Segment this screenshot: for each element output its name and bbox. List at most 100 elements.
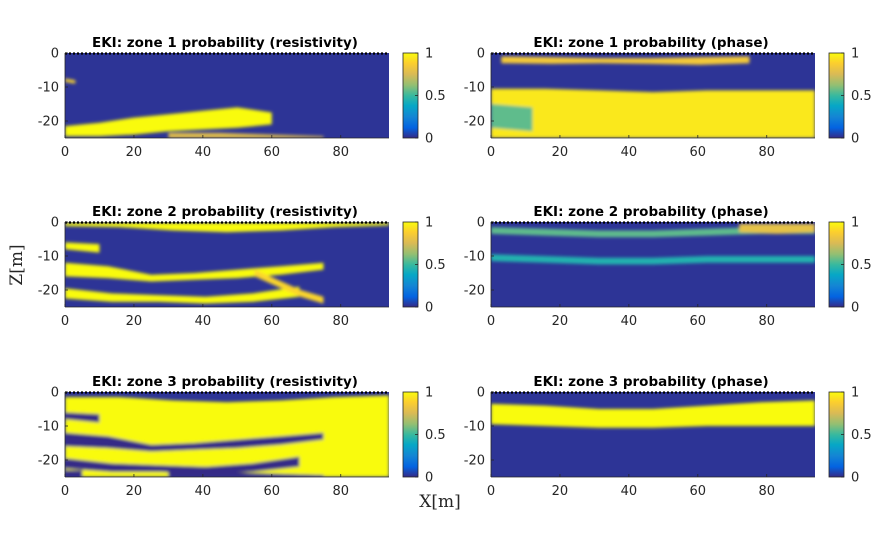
x-tick-label: 0 — [61, 314, 69, 329]
heatmap-area — [65, 222, 389, 307]
x-tick-label: 80 — [332, 314, 349, 329]
x-tick-label: 60 — [264, 484, 281, 499]
probability-region-2 — [65, 412, 100, 423]
colorbar-tick-label: 0.5 — [851, 258, 872, 273]
heatmap-panel-6: EKI: zone 3 probability (phase) 0 20 40 60 80… — [464, 374, 872, 499]
x-tick-label: 40 — [195, 484, 212, 499]
probability-region-1 — [491, 400, 815, 428]
probability-region-1 — [491, 227, 815, 238]
colorbar-tick-label: 0 — [425, 132, 433, 147]
panel-title: EKI: zone 2 probability (resistivity) — [92, 204, 358, 220]
heatmap-area — [491, 222, 815, 307]
y-tick-label: 0 — [477, 386, 485, 401]
probability-region-3 — [491, 104, 533, 132]
probability-region-1 — [65, 222, 389, 233]
panel-title: EKI: zone 3 probability (resistivity) — [92, 374, 358, 390]
probability-region-2 — [168, 132, 324, 138]
x-tick-label: 40 — [195, 314, 212, 329]
y-tick-label: -10 — [464, 420, 485, 435]
probability-region-5 — [254, 269, 324, 304]
y-tick-label: -10 — [464, 81, 485, 96]
x-tick-label: 0 — [61, 484, 69, 499]
probability-region-3 — [65, 262, 324, 282]
y-tick-label: 0 — [477, 47, 485, 62]
panel-title: EKI: zone 2 probability (phase) — [533, 204, 768, 220]
colorbar-tick-label: 1 — [851, 47, 859, 62]
colorbar-tick-label: 1 — [851, 386, 859, 401]
probability-region-1 — [65, 107, 272, 137]
x-tick-label: 40 — [621, 314, 638, 329]
probability-region-3 — [65, 432, 324, 452]
x-tick-label: 40 — [621, 145, 638, 160]
probability-region-3 — [65, 78, 76, 84]
probability-region-2 — [501, 56, 750, 65]
colorbar-tick-label: 0.5 — [851, 89, 872, 104]
panel-title: EKI: zone 1 probability (phase) — [533, 35, 768, 51]
heatmap-area — [65, 53, 389, 138]
heatmap-panel-3: EKI: zone 2 probability (resistivity) 0 20… — [38, 204, 446, 329]
x-tick-label: 0 — [487, 314, 495, 329]
colorbar-tick-label: 0.5 — [425, 89, 446, 104]
colorbar-tick-label: 1 — [425, 216, 433, 231]
y-tick-label: 0 — [51, 216, 59, 231]
y-tick-label: -20 — [38, 115, 59, 130]
y-tick-label: -20 — [38, 454, 59, 469]
y-tick-label: -20 — [38, 284, 59, 299]
x-tick-label: 60 — [690, 314, 707, 329]
y-tick-label: -10 — [38, 81, 59, 96]
x-tick-label: 80 — [332, 145, 349, 160]
x-tick-label: 0 — [487, 484, 495, 499]
colorbar-tick-label: 0 — [851, 471, 859, 486]
y-tick-label: 0 — [51, 47, 59, 62]
y-tick-label: -10 — [38, 250, 59, 265]
y-axis-label: Z[m] — [7, 244, 27, 285]
heatmap-area — [65, 392, 389, 477]
x-tick-label: 60 — [264, 314, 281, 329]
probability-region-2 — [491, 254, 815, 265]
colorbar-tick-label: 1 — [851, 216, 859, 231]
colorbar-tick-label: 0.5 — [425, 258, 446, 273]
x-tick-label: 20 — [126, 314, 143, 329]
y-tick-label: -20 — [464, 115, 485, 130]
x-tick-label: 60 — [690, 145, 707, 160]
x-tick-label: 80 — [332, 484, 349, 499]
heatmap-background — [65, 222, 389, 307]
y-tick-label: -20 — [464, 284, 485, 299]
y-tick-label: -10 — [464, 250, 485, 265]
x-tick-label: 80 — [758, 314, 775, 329]
probability-region-3 — [739, 223, 815, 234]
colorbar-tick-label: 0 — [425, 301, 433, 316]
x-tick-label: 0 — [487, 145, 495, 160]
panel-title: EKI: zone 1 probability (resistivity) — [92, 35, 358, 51]
probability-region-4 — [65, 286, 300, 304]
x-tick-label: 20 — [126, 484, 143, 499]
x-tick-label: 20 — [126, 145, 143, 160]
y-tick-label: 0 — [51, 386, 59, 401]
heatmap-panel-5: EKI: zone 3 probability (resistivity) 0 20… — [38, 374, 446, 499]
x-tick-label: 80 — [758, 484, 775, 499]
colorbar-tick-label: 1 — [425, 47, 433, 62]
x-tick-label: 60 — [264, 145, 281, 160]
probability-region-1 — [491, 88, 815, 138]
heatmap-panel-4: EKI: zone 2 probability (phase) 0 20 40 60 80… — [464, 204, 872, 329]
colorbar-tick-label: 0 — [425, 471, 433, 486]
y-tick-label: 0 — [477, 216, 485, 231]
heatmap-panel-1: EKI: zone 1 probability (resistivity) 0 20… — [38, 35, 446, 160]
x-tick-label: 20 — [552, 145, 569, 160]
heatmap-area — [491, 53, 815, 138]
probability-region-5 — [168, 471, 324, 477]
panel-title: EKI: zone 3 probability (phase) — [533, 374, 768, 390]
heatmap-area — [491, 392, 815, 477]
colorbar-tick-label: 0 — [851, 301, 859, 316]
colorbar-tick-label: 0.5 — [425, 428, 446, 443]
x-axis-label: X[m] — [419, 492, 461, 512]
colorbar-tick-label: 0.5 — [851, 428, 872, 443]
probability-region-6 — [65, 470, 83, 477]
y-tick-label: -10 — [38, 420, 59, 435]
x-tick-label: 40 — [621, 484, 638, 499]
probability-region-2 — [65, 242, 100, 253]
x-tick-label: 40 — [195, 145, 212, 160]
x-tick-label: 20 — [552, 484, 569, 499]
colorbar-tick-label: 1 — [425, 386, 433, 401]
